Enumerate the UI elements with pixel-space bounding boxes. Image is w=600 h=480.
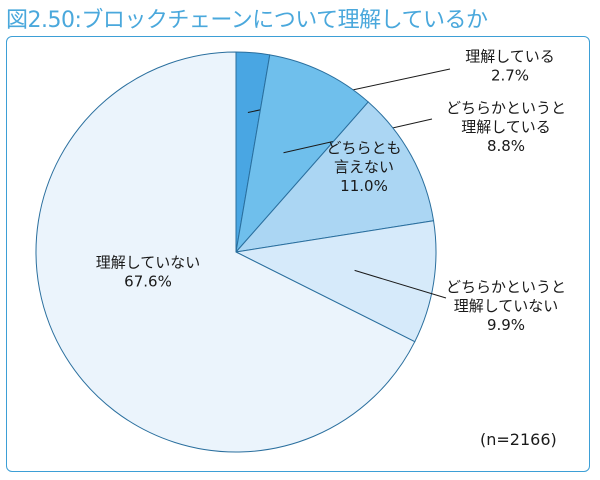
slice-label-1: 理解している <box>465 48 555 66</box>
slice-label-2: どちらかというと <box>446 99 566 117</box>
slice-label-2: 理解している <box>461 118 551 136</box>
slice-label-4: 理解していない <box>454 297 559 315</box>
slice-value-label-4: 9.9% <box>487 316 525 334</box>
pie-slice-3 <box>234 101 435 253</box>
leader-line-4 <box>354 269 447 299</box>
sample-size-note: (n=2166) <box>480 430 557 449</box>
slice-value-label-5: 67.6% <box>124 273 172 291</box>
slice-label-3: どちらとも <box>326 139 401 157</box>
pie-slice-2 <box>235 54 369 254</box>
slice-label-3: 言えない <box>334 158 394 176</box>
pie-slice-4 <box>234 220 437 343</box>
slice-value-label-2: 8.8% <box>487 137 525 155</box>
chart-title: 図2.50:ブロックチェーンについて理解しているか <box>6 8 488 33</box>
slice-label-4: どちらかというと <box>446 278 566 296</box>
slice-value-label-1: 2.7% <box>491 67 529 85</box>
slice-label-5: 理解していない <box>96 254 201 272</box>
pie-slice-5 <box>35 51 416 453</box>
slice-value-label-3: 11.0% <box>340 177 388 195</box>
